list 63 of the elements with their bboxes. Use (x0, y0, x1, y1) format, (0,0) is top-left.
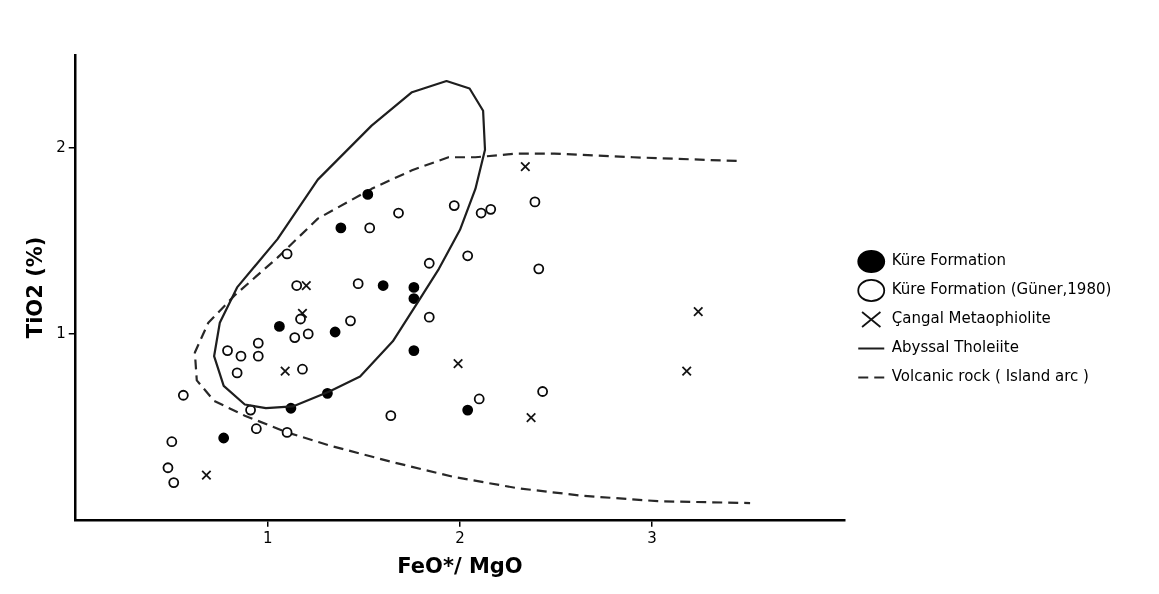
point (280, 365, 291, 377)
point (345, 315, 356, 327)
point (297, 363, 308, 375)
point (302, 328, 314, 340)
legend-label: Çangal Metaophiolite (891, 309, 1051, 328)
point (329, 326, 341, 338)
x-tick-label: 1 (263, 528, 273, 547)
point (448, 200, 460, 211)
point (162, 462, 174, 474)
point (408, 282, 420, 293)
point (362, 189, 374, 200)
point (281, 427, 293, 438)
x-axis-title: FeO*/ MgO (397, 553, 523, 578)
point (201, 470, 212, 481)
point (485, 203, 497, 215)
point (235, 350, 247, 362)
x-tick-label: 3 (647, 528, 657, 547)
point (335, 222, 347, 234)
point (473, 393, 485, 405)
point (537, 386, 549, 397)
point (364, 222, 376, 234)
point (423, 311, 435, 323)
x-tick-label: 2 (455, 528, 465, 547)
legend-label: Küre Formation (Güner,1980) (891, 280, 1112, 299)
point (533, 263, 545, 275)
point (295, 313, 306, 325)
point (408, 345, 420, 357)
point (423, 257, 435, 269)
point (475, 207, 487, 219)
line-series (193, 152, 752, 505)
point (281, 248, 293, 260)
point (252, 350, 264, 362)
point (297, 308, 308, 319)
point (250, 423, 262, 435)
point (525, 412, 537, 423)
point (166, 436, 178, 448)
legend-label: Volcanic rock ( Island arc ) (891, 367, 1089, 386)
point (385, 410, 397, 422)
point (352, 278, 364, 290)
point (520, 161, 531, 172)
point (529, 196, 541, 208)
point (218, 432, 230, 444)
point (274, 321, 285, 332)
point (245, 404, 256, 416)
point (289, 332, 301, 343)
point (177, 389, 189, 401)
point (222, 345, 233, 357)
point (291, 280, 303, 291)
point (462, 404, 474, 416)
point (377, 280, 389, 291)
point (231, 367, 243, 379)
point (168, 477, 180, 489)
legend-label: Küre Formation (891, 251, 1006, 270)
point (452, 358, 464, 369)
point (681, 365, 692, 377)
y-axis-title: TiO2 (%) (23, 236, 48, 339)
point (393, 207, 404, 219)
point (252, 337, 264, 349)
point (301, 280, 312, 291)
point (693, 306, 704, 317)
text: Abyssal Tholeiite (891, 338, 1019, 357)
point (462, 250, 474, 262)
point (408, 293, 420, 304)
